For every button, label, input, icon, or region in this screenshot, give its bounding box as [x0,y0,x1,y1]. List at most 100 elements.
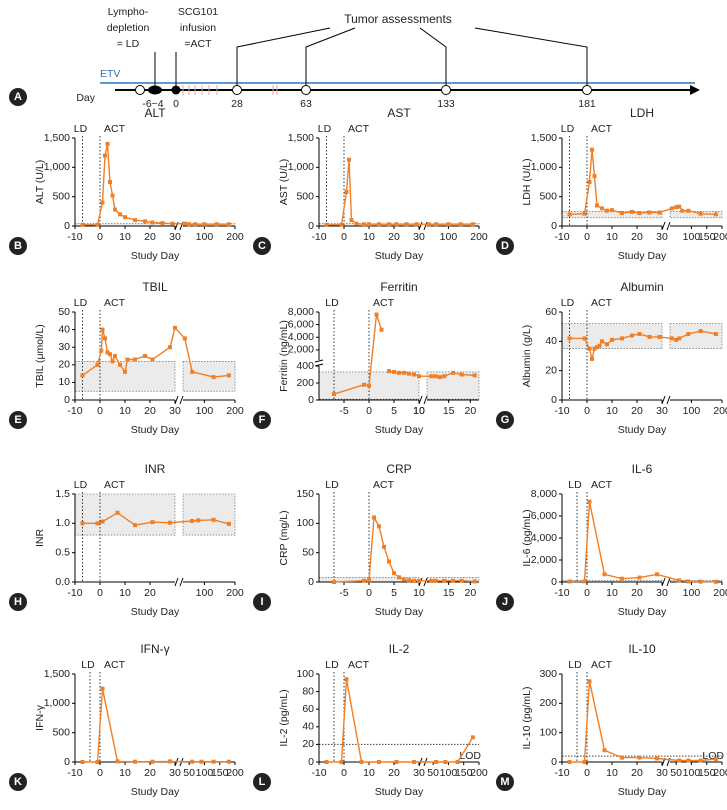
data-point [113,354,117,358]
data-point [190,369,195,374]
x-tick-label: -10 [554,767,569,779]
ld-label: = LD [117,38,140,50]
y-axis-label: IL-2 (pg/mL) [278,689,290,746]
x-tick-label: 10 [119,405,131,417]
data-point [713,757,718,762]
y-tick-label: 0.0 [55,576,70,588]
data-point [657,334,662,339]
data-point [698,329,703,334]
y-tick-label: 200 [296,377,314,389]
x-tick-label: 15 [443,405,455,417]
y-tick-label: 0 [308,220,314,232]
y-tick-label: 2,000 [288,344,314,356]
data-point [214,222,219,227]
data-point [592,174,597,179]
series-line [326,159,473,226]
data-point [582,336,587,341]
data-point [698,211,703,216]
x-tick-label: 0 [97,587,103,599]
y-axis-label: IL-6 (pg/mL) [521,509,533,566]
series-line [569,681,716,763]
data-point [226,521,231,526]
data-point [451,370,455,375]
x-tick-label: 20 [464,405,476,417]
data-point [115,510,120,515]
data-point [438,375,442,380]
x-tick-label: 30 [413,767,425,779]
normal-range [182,493,236,536]
x-tick-label: 10 [413,405,425,417]
y-axis-label: CRP (mg/L) [278,510,290,565]
annotation-label: LD [325,659,339,671]
data-point [597,343,602,348]
data-point [113,207,117,212]
x-axis-label: Study Day [375,786,424,798]
data-point [677,758,682,763]
x-tick-label: -5 [339,405,348,417]
data-point [630,209,634,214]
data-point [404,222,409,227]
data-point [202,222,207,227]
annotation-label: ACT [104,479,126,491]
data-point [669,336,674,341]
data-point [455,760,460,764]
data-point [412,372,416,377]
y-tick-label: 0 [64,220,70,232]
data-point [123,215,127,220]
y-tick-label: 10 [58,376,70,388]
data-point [103,153,107,158]
panel-letter-bg [9,88,27,106]
x-tick-label: 150 [698,231,716,243]
x-tick-label: 50 [427,767,439,779]
axis-break [666,221,671,231]
data-point [187,222,192,227]
data-point [402,370,406,375]
x-tick-label: 20 [388,231,400,243]
annotation-label: LD [325,297,339,309]
panel-letter-bg [496,593,514,611]
y-tick-label: 40 [58,323,70,335]
data-point [412,578,416,583]
axis-break [179,395,184,405]
data-point [377,760,381,764]
data-point [600,339,604,344]
y-tick-label: 1,000 [288,161,314,173]
data-point [344,677,349,682]
annotation-label: LD [74,123,88,135]
panel-letter-bg [496,237,514,255]
data-point [470,735,475,740]
data-point [377,222,381,227]
data-point [387,559,391,564]
x-tick-label: 10 [363,231,375,243]
data-point [655,756,659,761]
x-tick-label: 150 [455,767,473,779]
chart-title: IL-2 [389,642,410,656]
axis-break [174,577,179,587]
annotation-label: ACT [591,297,613,309]
axis-break [314,359,324,363]
data-point [472,373,477,378]
panel-letter: I [260,596,263,608]
data-point [698,579,703,584]
data-point [150,220,155,225]
y-tick-label: 500 [52,726,70,738]
data-point [433,578,438,583]
data-point [108,352,112,357]
data-point [339,222,344,227]
data-point [387,369,391,374]
day-tick-label: 133 [437,98,455,110]
annotation-label: LD [74,479,88,491]
y-tick-label: 0 [551,220,557,232]
chart-title: IL-6 [632,462,653,476]
data-point [347,157,351,162]
data-point [620,576,624,581]
data-point [110,359,115,364]
data-point [372,515,376,520]
x-tick-label: 20 [144,231,156,243]
axis-break [661,221,666,231]
panel-letter: C [258,240,266,252]
data-point [582,760,587,764]
y-tick-label: 30 [58,341,70,353]
chart-title: INR [145,462,166,476]
x-tick-label: 20 [464,587,476,599]
